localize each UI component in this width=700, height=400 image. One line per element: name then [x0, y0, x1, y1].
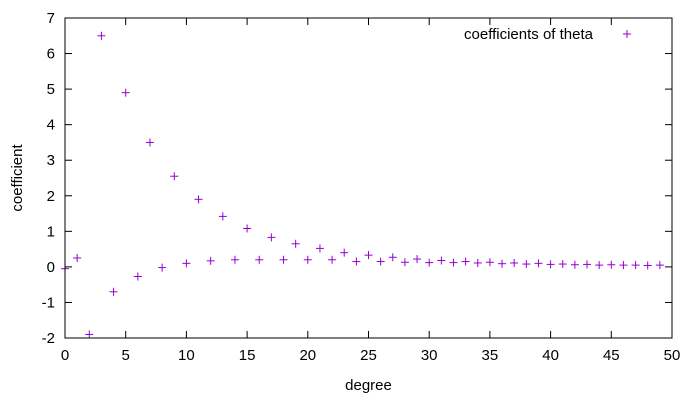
- x-tick-label: 45: [603, 347, 620, 364]
- data-point: [218, 212, 227, 221]
- data-point: [73, 254, 82, 262]
- data-point: [473, 258, 482, 267]
- data-point: [437, 256, 446, 265]
- data-points: [61, 31, 664, 339]
- y-tick-label: 4: [47, 117, 55, 134]
- x-axis-label: degree: [345, 377, 392, 394]
- data-point: [461, 257, 470, 266]
- data-point: [631, 261, 640, 270]
- data-point: [230, 255, 239, 264]
- data-point: [485, 258, 494, 267]
- data-point: [655, 261, 664, 270]
- data-point: [133, 272, 142, 281]
- data-point: [109, 287, 118, 296]
- x-tick-label: 15: [239, 347, 256, 364]
- y-tick-label: 0: [47, 259, 55, 276]
- data-point: [145, 138, 154, 147]
- data-point: [546, 260, 555, 269]
- data-point: [619, 261, 628, 270]
- data-point: [328, 255, 337, 264]
- data-point: [498, 259, 507, 268]
- data-point: [425, 258, 434, 267]
- data-point: [400, 258, 409, 267]
- data-point: [643, 261, 652, 270]
- data-point: [279, 255, 288, 264]
- data-point: [449, 258, 458, 267]
- data-point: [595, 261, 604, 270]
- data-point: [85, 330, 94, 339]
- y-tick-label: 1: [47, 223, 55, 240]
- x-tick-label: 50: [664, 347, 681, 364]
- data-point: [315, 244, 324, 253]
- data-point: [182, 259, 191, 268]
- data-point: [570, 260, 579, 269]
- x-tick-label: 35: [482, 347, 499, 364]
- x-tick-label: 10: [178, 347, 195, 364]
- data-point: [97, 31, 106, 40]
- data-point: [376, 257, 385, 266]
- data-point: [158, 263, 167, 272]
- data-point: [388, 253, 397, 262]
- y-tick-label: 2: [47, 188, 55, 205]
- legend: coefficients of theta: [464, 26, 631, 43]
- data-point: [121, 88, 130, 97]
- y-tick-label: -1: [42, 294, 55, 311]
- x-tick-label: 25: [360, 347, 377, 364]
- y-axis-label: coefficient: [9, 144, 26, 212]
- data-point: [522, 260, 531, 269]
- data-point: [413, 255, 422, 264]
- legend-marker-series-0: [623, 30, 631, 38]
- data-point: [255, 255, 264, 264]
- data-point: [340, 248, 349, 257]
- y-tick-label: -2: [42, 330, 55, 347]
- data-point: [534, 259, 543, 268]
- data-point: [194, 195, 203, 204]
- y-axis-ticks: -2 -1 0 1 2 3 4 5 6 7: [42, 10, 672, 347]
- data-point: [558, 260, 567, 269]
- data-point: [303, 255, 312, 264]
- y-tick-label: 5: [47, 81, 55, 98]
- x-tick-label: 5: [122, 347, 130, 364]
- data-point: [364, 251, 373, 260]
- data-point: [170, 172, 179, 181]
- data-point: [267, 233, 276, 242]
- x-axis-ticks: 0 5 10 15 20 25 30 35 40 45 50: [61, 18, 681, 364]
- data-point: [352, 257, 361, 266]
- x-tick-label: 40: [542, 347, 559, 364]
- data-point: [291, 239, 300, 248]
- data-point: [583, 260, 592, 269]
- data-point: [243, 224, 252, 233]
- legend-label-series-0: coefficients of theta: [464, 26, 594, 43]
- plot-frame: [64, 17, 673, 339]
- y-tick-label: 3: [47, 152, 55, 169]
- x-tick-label: 20: [299, 347, 316, 364]
- y-tick-label: 6: [47, 46, 55, 63]
- x-tick-label: 30: [421, 347, 438, 364]
- data-point: [206, 256, 215, 265]
- y-tick-label: 7: [47, 10, 55, 27]
- data-point: [607, 260, 616, 269]
- data-point: [510, 258, 519, 267]
- x-tick-label: 0: [61, 347, 69, 364]
